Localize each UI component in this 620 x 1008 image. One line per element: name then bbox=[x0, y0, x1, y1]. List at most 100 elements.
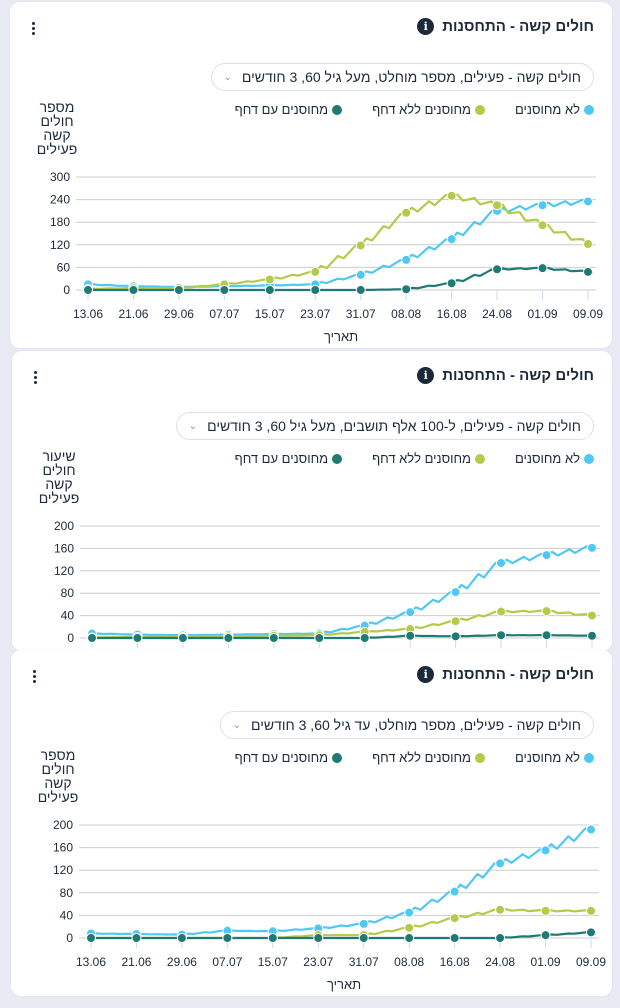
x-tick-label: 21.06 bbox=[121, 955, 151, 969]
data-point bbox=[359, 633, 370, 643]
data-point bbox=[83, 285, 93, 295]
x-tick-label: 24.08 bbox=[485, 955, 515, 969]
y-tick-label: 120 bbox=[54, 564, 74, 578]
chevron-down-icon: ⌄ bbox=[232, 719, 242, 731]
data-point bbox=[173, 285, 184, 295]
more-options-button[interactable] bbox=[29, 668, 39, 686]
legend-unvaccinated[interactable]: לא מחוסנים bbox=[515, 102, 594, 117]
y-tick-label: 160 bbox=[54, 541, 74, 555]
x-tick-label: 15.07 bbox=[258, 955, 288, 969]
data-point bbox=[176, 933, 187, 943]
line-chart: 0 60 120 180 240 300 13.06 21.06 29.06 07.07 15.07… bbox=[50, 170, 603, 321]
data-point bbox=[401, 254, 412, 265]
data-point bbox=[495, 904, 506, 915]
data-point bbox=[496, 630, 507, 641]
data-point bbox=[537, 220, 548, 231]
y-tick-label: 80 bbox=[60, 886, 74, 900]
line-chart: 0 40 80 120 160 200 bbox=[54, 519, 600, 648]
data-point bbox=[537, 200, 548, 211]
data-point bbox=[587, 630, 597, 641]
x-tick-label: 16.08 bbox=[440, 955, 470, 969]
x-tick-label: 23.07 bbox=[300, 307, 330, 321]
legend-label: לא מחוסנים bbox=[514, 102, 580, 117]
y-tick-label: 60 bbox=[57, 260, 71, 274]
legend-vaccinated-with-booster[interactable]: מחוסנים עם דחף bbox=[235, 750, 343, 765]
data-point bbox=[449, 933, 460, 943]
data-point bbox=[313, 933, 324, 943]
card-title-text: חולים קשה - התחסנות bbox=[442, 367, 594, 384]
legend-vaccinated-with-booster[interactable]: מחוסנים עם דחף bbox=[235, 451, 343, 466]
info-icon[interactable]: i bbox=[417, 367, 435, 384]
x-tick-label: 07.07 bbox=[209, 307, 239, 321]
x-tick-label: 21.06 bbox=[118, 307, 148, 321]
legend-dot-icon bbox=[332, 752, 343, 763]
data-point bbox=[446, 234, 457, 245]
chart-legend: לא מחוסנים מחוסנים ללא דחף מחוסנים עם דח… bbox=[235, 451, 594, 466]
series-line-vaccinated-with-booster bbox=[91, 931, 597, 940]
data-point bbox=[310, 266, 321, 277]
menu-dot-icon bbox=[31, 22, 35, 25]
data-point bbox=[405, 630, 416, 641]
data-point bbox=[132, 633, 143, 643]
x-tick-label: 13.06 bbox=[73, 307, 103, 321]
metric-selector-value: חולים קשה - פעילים, ל-100 אלף תושבים, מע… bbox=[207, 418, 581, 434]
data-point bbox=[541, 630, 552, 641]
data-point bbox=[128, 285, 139, 295]
data-point bbox=[355, 285, 366, 295]
x-tick-label: 29.06 bbox=[167, 955, 197, 969]
chart-card-absolute-under-60: חולים קשה - התחסנות i חולים קשה - פעילים… bbox=[11, 650, 612, 996]
menu-dot-icon bbox=[33, 381, 37, 384]
card-title-text: חולים קשה - התחסנות bbox=[442, 666, 594, 683]
series-line-vaccinated-with-booster bbox=[88, 266, 594, 292]
legend-unvaccinated[interactable]: לא מחוסנים bbox=[515, 451, 594, 466]
legend-dot-icon bbox=[332, 104, 343, 115]
x-tick-label: 09.09 bbox=[573, 307, 603, 321]
legend-unvaccinated[interactable]: לא מחוסנים bbox=[515, 750, 594, 765]
x-tick-label: 09.09 bbox=[576, 955, 606, 969]
series-line-unvaccinated bbox=[87, 198, 594, 289]
info-icon[interactable]: i bbox=[417, 666, 435, 683]
more-options-button[interactable] bbox=[30, 369, 40, 387]
metric-selector-dropdown[interactable]: חולים קשה - פעילים, ל-100 אלף תושבים, מע… bbox=[175, 412, 594, 440]
data-point bbox=[537, 263, 548, 274]
legend-vaccinated-with-booster[interactable]: מחוסנים עם דחף bbox=[235, 102, 343, 117]
data-point bbox=[583, 239, 593, 250]
x-axis-title: תאריך bbox=[327, 977, 362, 992]
data-point bbox=[446, 190, 457, 201]
x-tick-label: 13.06 bbox=[76, 955, 106, 969]
legend-dot-icon bbox=[584, 752, 594, 763]
x-tick-label: 23.07 bbox=[303, 955, 333, 969]
y-tick-label: 120 bbox=[50, 238, 70, 252]
card-title: חולים קשה - התחסנות i bbox=[417, 666, 594, 683]
legend-vaccinated-no-booster[interactable]: מחוסנים ללא דחף bbox=[372, 750, 485, 765]
y-tick-label: 0 bbox=[66, 931, 73, 945]
data-point bbox=[541, 550, 552, 561]
series-line-vaccinated-with-booster bbox=[92, 634, 598, 640]
card-title: חולים קשה - התחסנות i bbox=[417, 367, 594, 384]
data-point bbox=[264, 274, 275, 285]
more-options-button[interactable] bbox=[28, 20, 38, 38]
metric-selector-dropdown[interactable]: חולים קשה - פעילים, מספר מוחלט, מעל גיל … bbox=[210, 63, 594, 91]
y-tick-label: 200 bbox=[54, 519, 74, 533]
y-tick-label: 120 bbox=[53, 863, 73, 877]
y-tick-label: 40 bbox=[61, 609, 75, 623]
data-point bbox=[492, 264, 503, 275]
metric-selector-dropdown[interactable]: חולים קשה - פעילים, מספר מוחלט, עד גיל 6… bbox=[219, 711, 594, 739]
data-point bbox=[449, 886, 460, 897]
data-point bbox=[358, 933, 369, 943]
data-point bbox=[446, 278, 457, 289]
data-point bbox=[496, 606, 507, 617]
legend-vaccinated-no-booster[interactable]: מחוסנים ללא דחף bbox=[372, 102, 485, 117]
legend-dot-icon bbox=[474, 453, 485, 464]
y-tick-label: 180 bbox=[50, 215, 70, 229]
data-point bbox=[587, 610, 597, 621]
data-point bbox=[450, 631, 461, 642]
data-point bbox=[583, 196, 593, 207]
y-axis-title: מספר חולים קשה פעילים bbox=[36, 99, 78, 157]
x-tick-label: 08.08 bbox=[391, 307, 421, 321]
series-line-vaccinated-no-booster bbox=[91, 609, 598, 639]
legend-vaccinated-no-booster[interactable]: מחוסנים ללא דחף bbox=[372, 451, 485, 466]
info-icon[interactable]: i bbox=[417, 18, 435, 35]
legend-label: מחוסנים ללא דחף bbox=[372, 750, 471, 765]
chevron-down-icon: ⌄ bbox=[188, 420, 198, 432]
